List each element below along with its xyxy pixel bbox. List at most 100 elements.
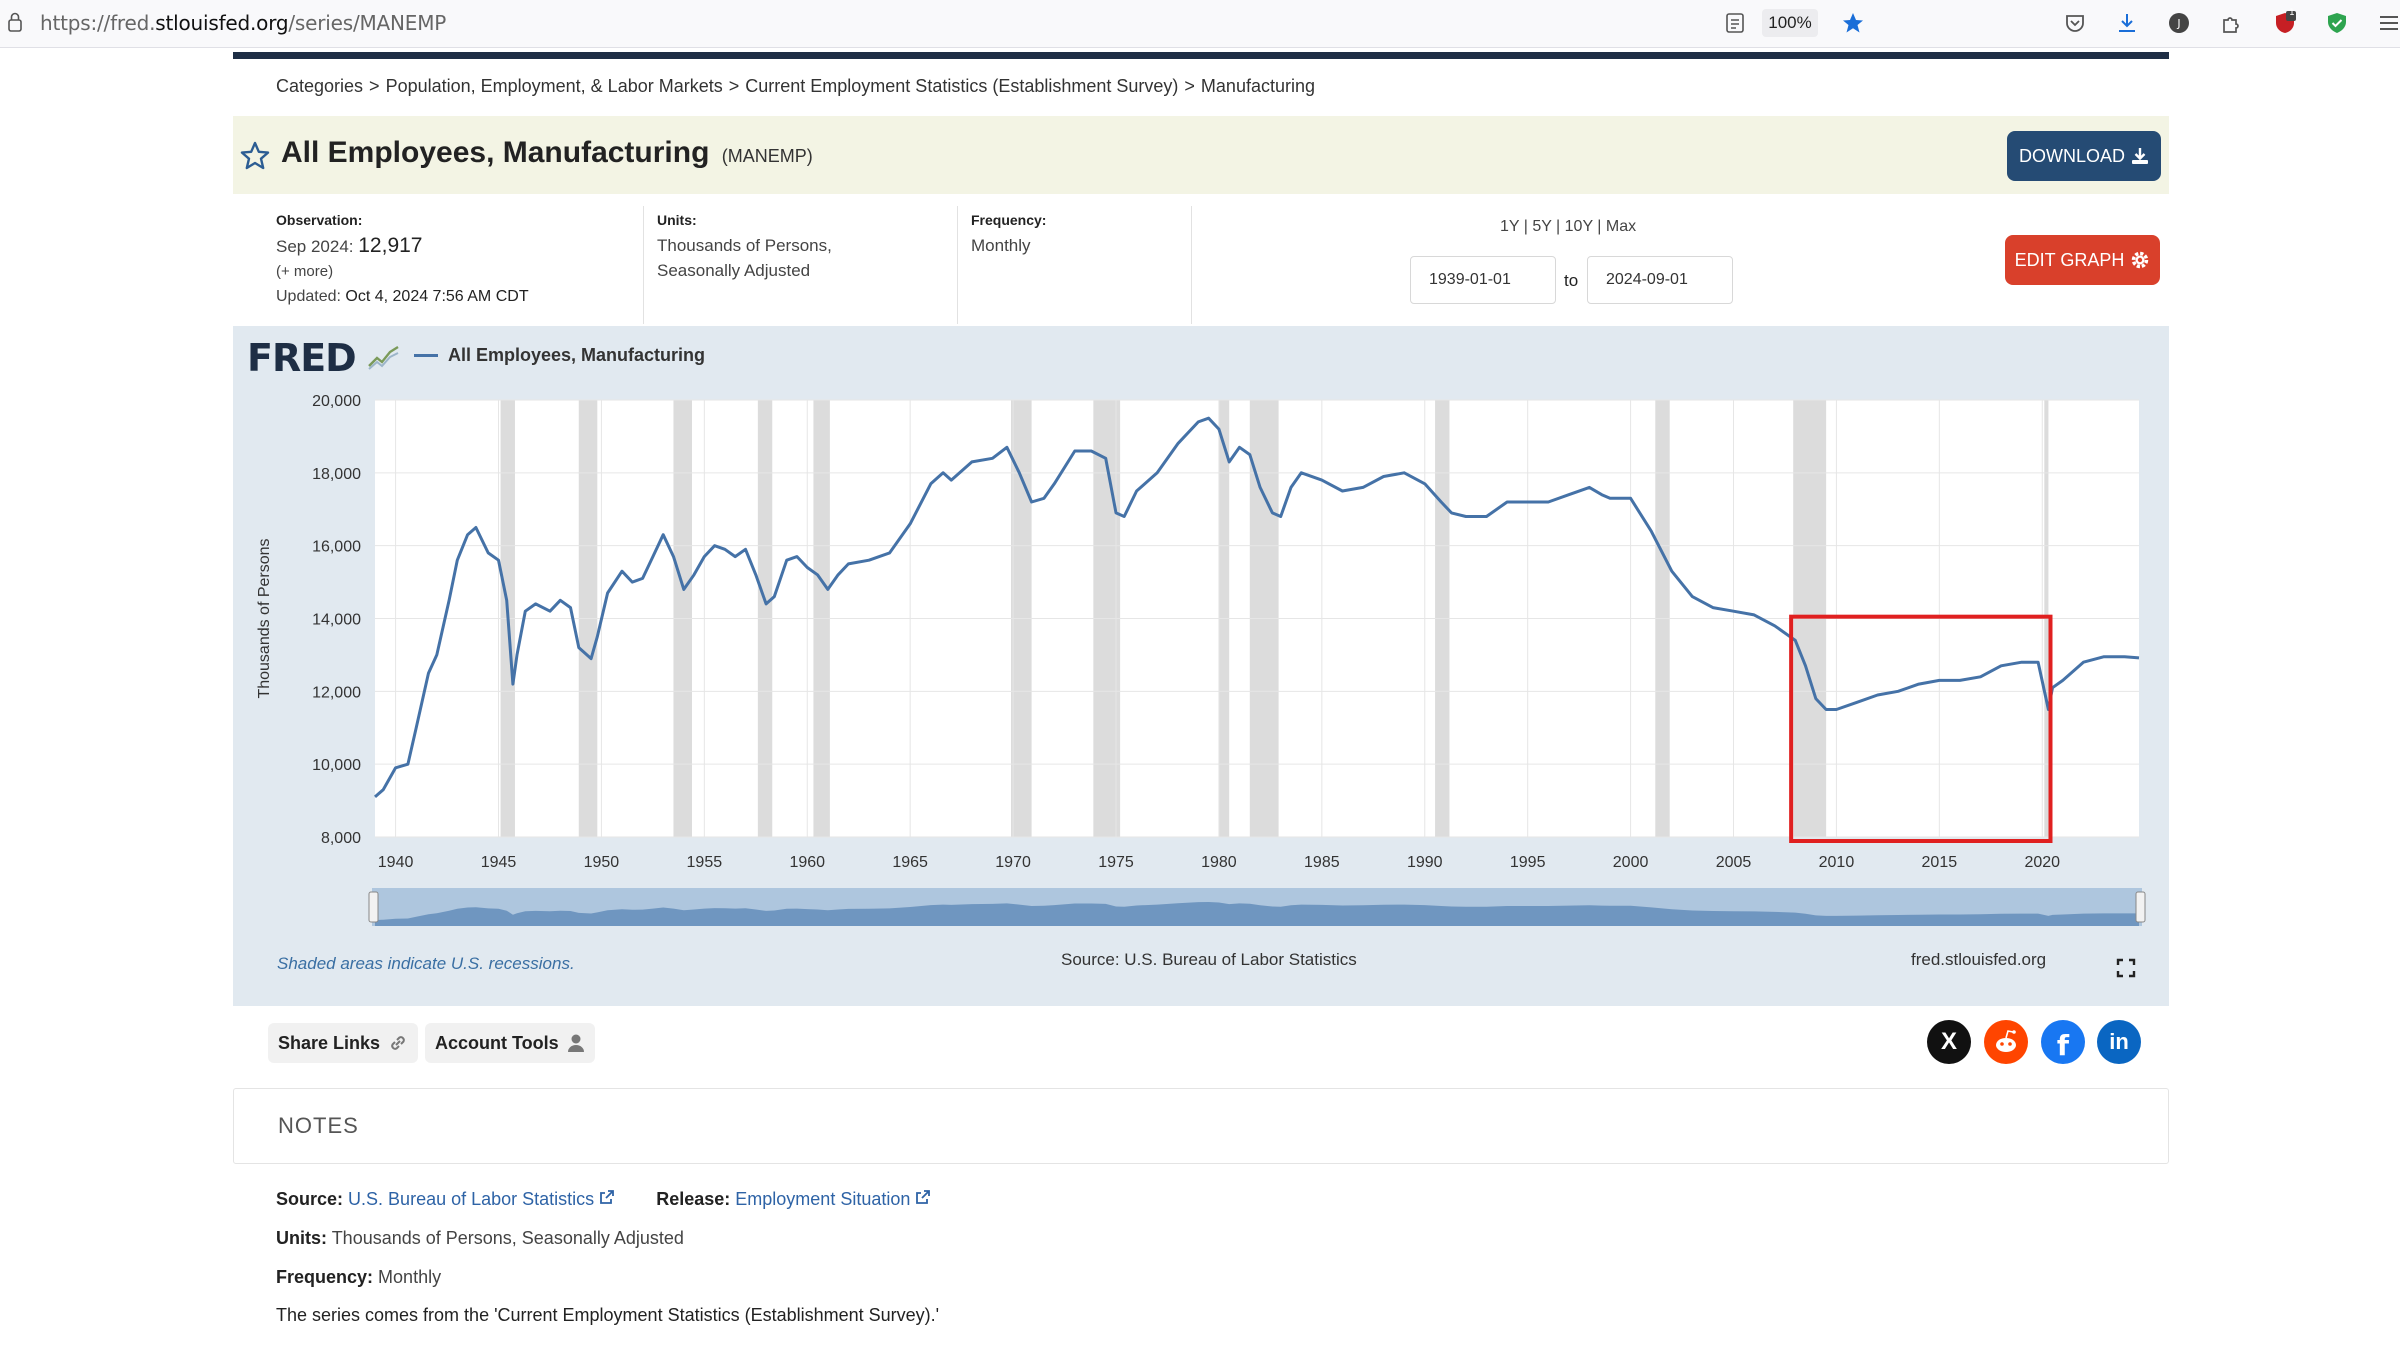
download-arrow-icon[interactable]	[2114, 10, 2140, 36]
account-tools-label: Account Tools	[435, 1032, 559, 1053]
y-tick-label: 10,000	[312, 757, 361, 774]
reader-view-icon[interactable]	[1722, 10, 1748, 36]
x-tick-label: 2015	[1922, 854, 1958, 871]
units-label: Units:	[657, 212, 697, 228]
account-tools-button[interactable]: Account Tools	[425, 1023, 595, 1063]
notes-source-link[interactable]: U.S. Bureau of Labor Statistics	[348, 1189, 595, 1209]
chart-svg[interactable]: 8,000 10,000 12,000 14,000 16,000 18,000 20,00…	[233, 326, 2169, 1006]
reddit-alien-icon	[1996, 1030, 2016, 1052]
breadcrumb-item-categories[interactable]: Categories	[276, 76, 364, 96]
user-icon	[567, 1034, 584, 1052]
shield-check-icon[interactable]	[2324, 10, 2350, 36]
meta-divider	[957, 206, 958, 324]
breadcrumb-item-manufacturing[interactable]: Manufacturing	[1200, 76, 1315, 96]
notes-units: Units: Thousands of Persons, Seasonally …	[276, 1228, 684, 1249]
end-date-input[interactable]: 2024-09-01	[1587, 256, 1733, 304]
range-link-5y[interactable]: 5Y	[1532, 218, 1552, 235]
zoom-level[interactable]: 100%	[1762, 9, 1818, 37]
range-link-10y[interactable]: 10Y	[1564, 218, 1593, 235]
frequency-label: Frequency:	[971, 212, 1047, 228]
x-tick-label: 2000	[1613, 854, 1649, 871]
notes-release-label: Release:	[656, 1189, 731, 1209]
x-tick-label: 1975	[1098, 854, 1134, 871]
link-icon	[391, 1036, 405, 1050]
notes-release-link[interactable]: Employment Situation	[735, 1189, 911, 1209]
notification-badge: 1	[2289, 8, 2295, 18]
notes-title: NOTES	[278, 1113, 359, 1138]
pocket-icon[interactable]	[2062, 10, 2088, 36]
x-tick-label: 1980	[1201, 854, 1237, 871]
notes-description: The series comes from the 'Current Emplo…	[276, 1305, 940, 1325]
lock-icon	[8, 12, 22, 32]
y-tick-label: 16,000	[312, 539, 361, 556]
series-id: (MANEMP)	[721, 146, 813, 166]
recession-note[interactable]: Shaded areas indicate U.S. recessions.	[277, 954, 575, 973]
breadcrumb-item-ces[interactable]: Current Employment Statistics (Establish…	[745, 76, 1179, 96]
menu-icon[interactable]	[2376, 10, 2400, 36]
updated-value: Oct 4, 2024 7:56 AM CDT	[345, 288, 529, 305]
breadcrumb-item-population[interactable]: Population, Employment, & Labor Markets	[385, 76, 723, 96]
edit-graph-label: EDIT GRAPH	[2014, 249, 2125, 270]
x-tick-label: 1970	[995, 854, 1031, 871]
ublock-icon[interactable]: 1	[2272, 8, 2298, 36]
meta-divider	[643, 206, 644, 324]
linkedin-share-icon[interactable]: in	[2097, 1020, 2141, 1064]
external-link-icon	[916, 1190, 931, 1204]
range-link-max[interactable]: Max	[1605, 218, 1637, 235]
x-tick-label: 2005	[1716, 854, 1752, 871]
gear-icon	[2132, 251, 2149, 269]
notes-units-label: Units:	[276, 1228, 327, 1248]
y-tick-label: 8,000	[321, 830, 361, 847]
fred-logo: FRED	[247, 336, 357, 380]
notes-units-value: Thousands of Persons, Seasonally Adjuste…	[331, 1228, 684, 1248]
series-line	[374, 416, 2140, 799]
notes-frequency: Frequency: Monthly	[276, 1267, 441, 1288]
y-axis-label: Thousands of Persons	[256, 538, 273, 698]
x-tick-label: 1945	[481, 854, 517, 871]
download-icon	[2132, 148, 2148, 164]
series-header: All Employees, Manufacturing (MANEMP) DO…	[233, 116, 2169, 194]
meta-divider	[1191, 206, 1192, 324]
x-tick-label: 1960	[789, 854, 825, 871]
facebook-share-icon[interactable]: f	[2041, 1020, 2085, 1064]
more-link[interactable]: (+ more)	[276, 263, 334, 280]
external-link-icon	[600, 1190, 615, 1204]
navigator-handle-left[interactable]	[368, 891, 379, 923]
download-button[interactable]: DOWNLOAD	[2007, 131, 2161, 181]
extensions-icon[interactable]	[2218, 10, 2244, 36]
profile-icon[interactable]: J	[2166, 10, 2192, 36]
url-host: stlouisfed.org	[155, 11, 289, 35]
x-tick-label: 2020	[2024, 854, 2060, 871]
address-bar[interactable]: https://fred.stlouisfed.org/series/MANEM…	[40, 11, 446, 35]
x-tick-label: 1950	[584, 854, 620, 871]
edit-graph-button[interactable]: EDIT GRAPH	[2005, 235, 2160, 285]
x-share-icon[interactable]: X	[1927, 1020, 1971, 1064]
page-top-band	[233, 52, 2169, 59]
chart-panel: 8,000 10,000 12,000 14,000 16,000 18,000 20,00…	[233, 326, 2169, 1006]
browser-toolbar: https://fred.stlouisfed.org/series/MANEM…	[0, 0, 2400, 48]
fred-logo-chart-icon	[368, 345, 399, 370]
series-title-text: All Employees, Manufacturing	[281, 136, 710, 169]
url-path: /series/MANEMP	[288, 11, 447, 35]
x-tick-label: 1990	[1407, 854, 1443, 871]
bookmark-star-icon[interactable]	[1840, 10, 1866, 36]
svg-text:J: J	[2176, 17, 2180, 30]
y-tick-label: 14,000	[312, 612, 361, 629]
notes-frequency-label: Frequency:	[276, 1267, 374, 1287]
observation-block: Observation: Sep 2024: 12,917 (+ more) U…	[276, 208, 529, 309]
x-tick-label: 1995	[1510, 854, 1546, 871]
reddit-share-icon[interactable]	[1984, 1020, 2028, 1064]
fullscreen-icon[interactable]	[2116, 958, 2136, 978]
units-block: Units: Thousands of Persons, Seasonally …	[657, 208, 832, 283]
frequency-block: Frequency: Monthly	[971, 208, 1046, 258]
highlight-box	[1789, 614, 2053, 843]
x-tick-label: 1965	[892, 854, 928, 871]
updated-label: Updated:	[276, 288, 341, 305]
start-date-input[interactable]: 1939-01-01	[1410, 256, 1556, 304]
range-link-1y[interactable]: 1Y	[1500, 218, 1520, 235]
share-links-button[interactable]: Share Links	[268, 1023, 419, 1063]
favorite-star-icon[interactable]	[239, 140, 271, 172]
navigator-handle-right[interactable]	[2135, 891, 2146, 923]
notes-section: NOTES	[233, 1088, 2169, 1164]
y-tick-label: 18,000	[312, 466, 361, 483]
